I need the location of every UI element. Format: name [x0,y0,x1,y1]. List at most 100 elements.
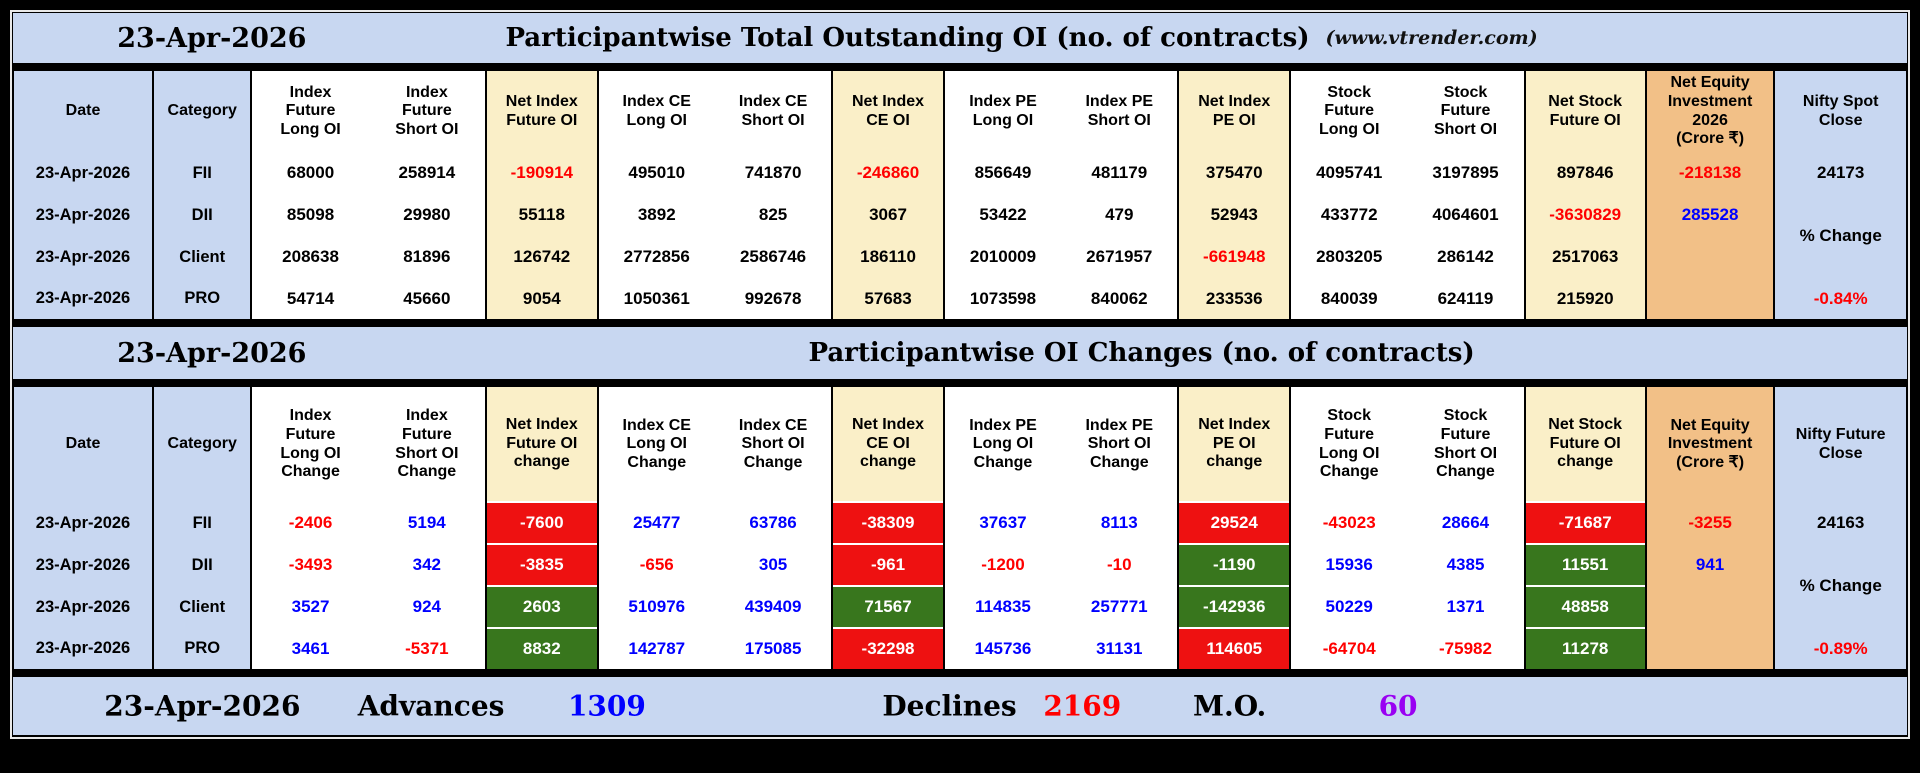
value-cell: -43023 [1289,502,1408,544]
value-cell: 208638 [250,236,369,278]
divider [12,671,1908,676]
value-cell: -71687 [1523,501,1646,544]
value-cell: 53422 [942,194,1062,236]
value-cell: 11278 [1523,627,1646,670]
value-cell: 81896 [368,236,486,278]
outstanding-oi-table: Date Category Index Future Long OI Index… [12,69,1908,321]
value-cell: 3067 [831,194,944,236]
value-cell: 840039 [1289,278,1408,320]
date-cell: 23-Apr-2026 [13,628,154,670]
table-row: 23-Apr-2026 Client 3527 924 2603 510976 439409… [13,585,1907,628]
oi-changes-titlebar: 23-Apr-2026 Participantwise OI Changes (… [12,326,1908,380]
value-cell: 57683 [831,278,944,320]
value-cell: 433772 [1289,194,1408,236]
column-header: Index PE Long OI Change [942,386,1062,502]
value-cell: -32298 [831,627,944,670]
nifty-cell: 24173 [1773,152,1907,194]
value-cell: 375470 [1177,152,1291,194]
value-cell: 175085 [714,628,833,670]
column-header: Net Stock Future OI change [1523,386,1646,502]
nifty-cell: % Change [1773,544,1907,628]
value-cell: 2586746 [714,236,833,278]
value-cell [1644,628,1775,670]
value-cell: 257771 [1061,586,1179,628]
value-cell: 9054 [484,278,598,320]
value-cell: 15936 [1289,544,1408,586]
outstanding-oi-titlebar: 23-Apr-2026 Participantwise Total Outsta… [12,12,1908,64]
value-cell: 3197895 [1407,152,1525,194]
value-cell: 2671957 [1061,236,1179,278]
outstanding-oi-title-group: Participantwise Total Outstanding OI (no… [505,13,1537,63]
value-cell: 215920 [1523,278,1646,320]
table-row: 23-Apr-2026 PRO 54714 45660 9054 1050361 99267… [13,278,1907,320]
category-cell: PRO [152,628,252,670]
value-cell: 63786 [714,502,833,544]
column-header: Net Index Future OI change [484,386,598,502]
category-cell: FII [152,502,252,544]
value-cell: 510976 [596,586,715,628]
value-cell: 825 [714,194,833,236]
category-cell: DII [152,194,252,236]
value-cell: 2517063 [1523,236,1646,278]
category-cell: FII [152,152,252,194]
source-credit: (www.vtrender.com) [1325,27,1538,49]
value-cell: 3461 [250,628,369,670]
divider [12,321,1908,326]
table-row: 23-Apr-2026 DII -3493 342 -3835 -656 305 -961 -1… [13,543,1907,628]
value-cell: 126742 [484,236,598,278]
column-header: Stock Future Short OI [1407,70,1525,152]
value-cell: -1190 [1177,543,1291,586]
value-cell: -1200 [942,544,1062,586]
value-cell: -3630829 [1523,194,1646,236]
value-cell: 28664 [1407,502,1525,544]
value-cell: -218138 [1644,152,1775,194]
value-cell [1644,236,1775,278]
value-cell: 992678 [714,278,833,320]
value-cell: -961 [831,543,944,586]
value-cell: 54714 [250,278,369,320]
date-cell: 23-Apr-2026 [13,544,154,586]
column-header: Index Future Short OI [368,70,486,152]
oi-changes-title: Participantwise OI Changes (no. of contr… [808,338,1475,368]
value-cell: 897846 [1523,152,1646,194]
report-date: 23-Apr-2026 [117,337,307,369]
value-cell: 624119 [1407,278,1525,320]
column-header: Net Equity Investment 2026 (Crore ₹) [1644,70,1775,152]
table-row: 23-Apr-2026 FII -2406 5194 -7600 25477 63786 -3… [13,501,1907,544]
value-cell: 8832 [484,627,598,670]
value-cell: 11551 [1523,543,1646,586]
value-cell: 2803205 [1289,236,1408,278]
date-cell: 23-Apr-2026 [13,194,154,236]
column-header: Stock Future Long OI Change [1289,386,1408,502]
value-cell: -3493 [250,544,369,586]
column-header: Net Equity Investment (Crore ₹) [1644,386,1775,502]
value-cell: -2406 [250,502,369,544]
value-cell: 142787 [596,628,715,670]
advances-value: 1309 [567,689,646,723]
value-cell: -64704 [1289,628,1408,670]
value-cell: 52943 [1177,194,1291,236]
column-header: Stock Future Short OI Change [1407,386,1525,502]
value-cell: 29524 [1177,501,1291,544]
column-header: Index Future Long OI [250,70,369,152]
column-header: Net Index CE OI [831,70,944,152]
column-header: Index PE Short OI [1061,70,1179,152]
value-cell: 1371 [1407,586,1525,628]
outstanding-oi-body: 23-Apr-2026 FII 68000 258914 -190914 495010 74… [13,152,1907,320]
nifty-cell: -0.89% [1773,628,1907,670]
table-row: 23-Apr-2026 FII 68000 258914 -190914 495010 74… [13,152,1907,194]
column-header: Category [152,70,252,152]
mo-value: 60 [1378,689,1418,723]
column-header: Nifty Future Close [1773,386,1907,502]
mo-label: M.O. [1192,689,1267,723]
column-header: Net Stock Future OI [1523,70,1646,152]
value-cell: 2603 [484,585,598,628]
value-cell: -5371 [368,628,486,670]
value-cell: 1050361 [596,278,715,320]
value-cell: -661948 [1177,236,1291,278]
value-cell: 481179 [1061,152,1179,194]
value-cell: 37637 [942,502,1062,544]
category-cell: PRO [152,278,252,320]
value-cell: 8113 [1061,502,1179,544]
column-header: Net Index CE OI change [831,386,944,502]
